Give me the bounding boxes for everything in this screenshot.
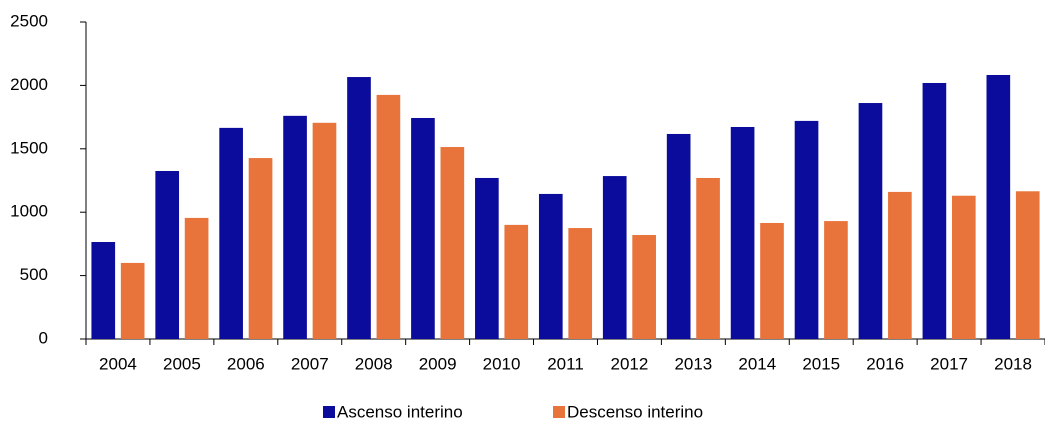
x-tick-label: 2005 (163, 354, 201, 373)
bar (120, 262, 145, 339)
x-tick-label: 2008 (355, 354, 393, 373)
x-tick-label: 2007 (291, 354, 329, 373)
legend-swatch (323, 406, 335, 418)
legend-swatch (553, 406, 565, 418)
x-tick-label: 2018 (994, 354, 1032, 373)
bar (602, 176, 627, 339)
y-tick-label: 500 (20, 265, 48, 284)
y-tick-label: 2000 (10, 75, 48, 94)
x-tick-label: 2013 (674, 354, 712, 373)
x-tick-label: 2009 (419, 354, 457, 373)
x-tick-label: 2010 (483, 354, 521, 373)
legend-label: Ascenso interino (337, 402, 463, 421)
x-tick-label: 2015 (802, 354, 840, 373)
bar (347, 77, 371, 340)
x-tick-label: 2004 (99, 354, 137, 373)
x-tick-label: 2011 (547, 354, 584, 373)
bar (986, 75, 1011, 339)
bar (951, 195, 976, 339)
bar (760, 222, 784, 339)
bar (376, 94, 401, 339)
bar (504, 224, 529, 339)
bar (666, 133, 691, 339)
bar (730, 126, 755, 339)
bar (568, 228, 593, 339)
bar (794, 120, 819, 340)
bar (184, 217, 209, 339)
bar (440, 147, 465, 339)
bar (283, 115, 307, 339)
y-tick-label: 1500 (10, 138, 48, 157)
bar (475, 177, 499, 339)
bar (696, 177, 720, 339)
y-tick-label: 1000 (10, 202, 48, 221)
legend-label: Descenso interino (567, 402, 703, 421)
y-tick-label: 0 (39, 328, 48, 347)
bar (411, 117, 435, 339)
x-tick-label: 2016 (866, 354, 904, 373)
bar (858, 103, 883, 339)
bar (248, 158, 273, 339)
x-tick-label: 2006 (227, 354, 265, 373)
bar (922, 82, 947, 340)
x-tick-label: 2012 (611, 354, 649, 373)
bar (155, 170, 180, 339)
bar (888, 191, 912, 339)
x-tick-label: 2017 (930, 354, 968, 373)
y-tick-label: 2500 (10, 11, 48, 30)
bar (312, 122, 337, 339)
bar (91, 241, 116, 339)
bar (1015, 191, 1040, 339)
bar (538, 193, 563, 339)
bar (824, 221, 848, 339)
x-tick-label: 2014 (738, 354, 776, 373)
bar (632, 235, 656, 339)
bar (219, 127, 243, 340)
